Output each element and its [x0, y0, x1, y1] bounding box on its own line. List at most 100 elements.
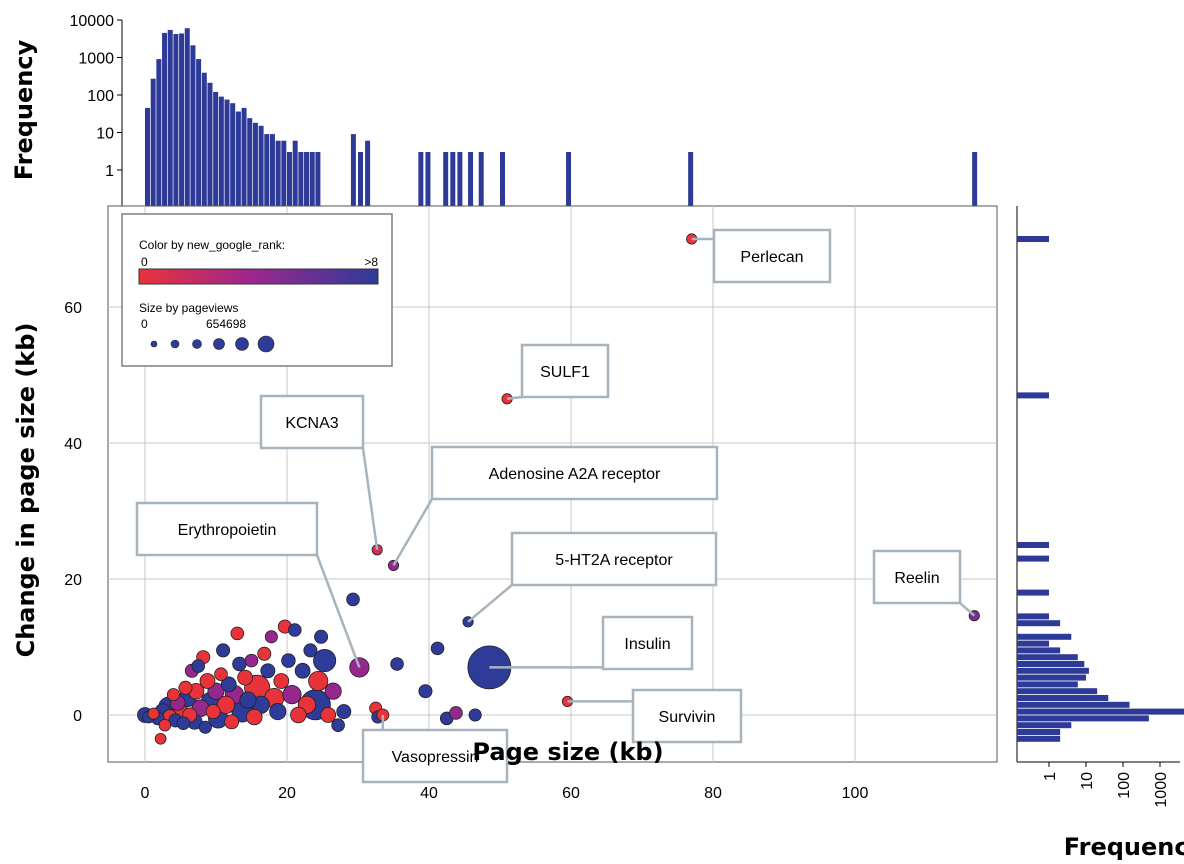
right-histogram-tick-label: 1000 — [1153, 772, 1170, 808]
scatter-point — [269, 703, 287, 721]
annotation-box — [712, 228, 832, 284]
scatter-point — [346, 592, 360, 607]
top-histogram-bar — [252, 122, 258, 207]
right-histogram-bar — [1017, 542, 1049, 548]
top-histogram-bar — [269, 134, 275, 207]
scatter-point — [176, 716, 191, 730]
top-histogram-tick-label: 10000 — [70, 13, 115, 30]
right-histogram-bar — [1017, 589, 1049, 596]
right-histogram-bar — [1017, 633, 1072, 640]
x-tick-label: 100 — [842, 785, 869, 802]
top-histogram-bar — [688, 152, 694, 207]
top-histogram-bar — [972, 152, 978, 207]
legend-size-min: 0 — [141, 317, 148, 331]
scatter-point — [430, 641, 445, 656]
scatter-point — [264, 630, 278, 644]
top-histogram-bar — [298, 152, 304, 207]
y-tick-label: 20 — [64, 572, 82, 589]
scatter-point — [154, 732, 167, 745]
scatter-point — [220, 676, 237, 693]
annotations: Perlecan SULF1 KCNA3 Adenosine A2A receptor… — [135, 228, 976, 784]
scatter-point — [158, 718, 172, 732]
top-histogram-tick-label: 100 — [87, 88, 114, 105]
top-histogram-bar — [184, 28, 190, 207]
top-histogram-bar — [218, 96, 224, 207]
right-histogram-bar — [1017, 701, 1130, 708]
y-axis-label: Change in page size (kb) — [12, 323, 40, 658]
scatter-point — [147, 707, 160, 720]
scatter-point — [260, 663, 276, 679]
right-histogram-bar — [1017, 620, 1061, 627]
x-tick-label: 0 — [141, 785, 150, 802]
top-histogram-bar — [358, 152, 363, 207]
x-tick-labels: 0 20 40 60 80 100 — [141, 785, 869, 802]
annotation-box — [259, 394, 365, 450]
scatter-point — [198, 720, 212, 734]
annotation-leader — [361, 447, 379, 550]
legend-color-max: >8 — [364, 255, 378, 269]
scatter-point-erythropoietin — [349, 657, 370, 678]
top-histogram-tick-label: 1 — [105, 163, 114, 180]
scatter-point — [303, 643, 318, 658]
top-histogram-bar — [450, 152, 456, 207]
top-histogram-bar — [264, 134, 270, 207]
legend-color-title: Color by new_google_rank: — [139, 238, 285, 252]
scatter-point — [331, 718, 345, 732]
right-histogram-tick-label: 10 — [1079, 772, 1096, 790]
annotation-label: SULF1 — [540, 364, 590, 381]
scatter-point — [336, 704, 352, 720]
x-axis-label: Page size (kb) — [472, 738, 663, 766]
legend-size-marker — [257, 335, 275, 353]
top-histogram-bar — [201, 72, 207, 207]
legend-size-title: Size by pageviews — [139, 301, 238, 315]
scatter-point — [205, 704, 221, 720]
right-histogram-bar — [1017, 555, 1049, 562]
right-histogram-bar — [1017, 661, 1085, 667]
right-histogram-bar — [1017, 695, 1109, 701]
top-histogram-bar — [457, 152, 463, 207]
scatter-point — [314, 629, 329, 644]
top-histogram-bar — [275, 140, 281, 207]
annotation-box — [631, 688, 743, 744]
top-histogram-bar — [173, 34, 179, 207]
scatter-point — [449, 706, 463, 720]
top-histogram-bar — [281, 140, 287, 207]
right-histogram-bar — [1017, 688, 1098, 695]
right-histogram-bar — [1017, 613, 1049, 620]
annotation-label: Vasopressin — [392, 749, 479, 766]
right-histogram-bar — [1017, 729, 1061, 735]
top-histogram-bar — [350, 134, 356, 207]
right-histogram-bar — [1017, 722, 1072, 729]
top-histogram-bar — [145, 107, 150, 207]
annotation-box — [510, 531, 718, 587]
scatter-point — [290, 706, 307, 724]
top-histogram-bar — [224, 99, 230, 207]
legend-size-max: 654698 — [206, 317, 246, 331]
y-tick-label: 0 — [73, 708, 82, 725]
scatter-point — [224, 714, 240, 730]
legend-color-min: 0 — [141, 255, 148, 269]
scatter-point — [178, 680, 193, 695]
top-histogram-bar — [179, 33, 185, 207]
scatter-point — [288, 623, 302, 637]
top-histogram: 1 10 100 1000 10000 — [70, 13, 997, 208]
annotation-leader — [506, 395, 523, 401]
top-histogram-bar — [156, 59, 162, 207]
annotation-box — [520, 343, 610, 399]
right-histogram-tick-label: 100 — [1116, 772, 1133, 799]
legend-box — [121, 213, 393, 367]
top-histogram-bar — [292, 140, 298, 207]
top-histogram-bar — [258, 125, 264, 207]
right-histogram-bar — [1017, 667, 1089, 674]
legend-size-marker — [213, 338, 225, 350]
top-histogram-bar — [207, 82, 213, 207]
scatter-point — [418, 684, 433, 699]
annotation-leader — [315, 554, 361, 668]
annotation-label: KCNA3 — [285, 415, 338, 432]
annotation-label: Reelin — [894, 570, 939, 587]
top-histogram-bar — [213, 91, 219, 207]
right-histogram-xlabel: Frequency — [1064, 833, 1184, 861]
scatter-point — [216, 643, 231, 658]
annotation-box — [361, 728, 509, 784]
